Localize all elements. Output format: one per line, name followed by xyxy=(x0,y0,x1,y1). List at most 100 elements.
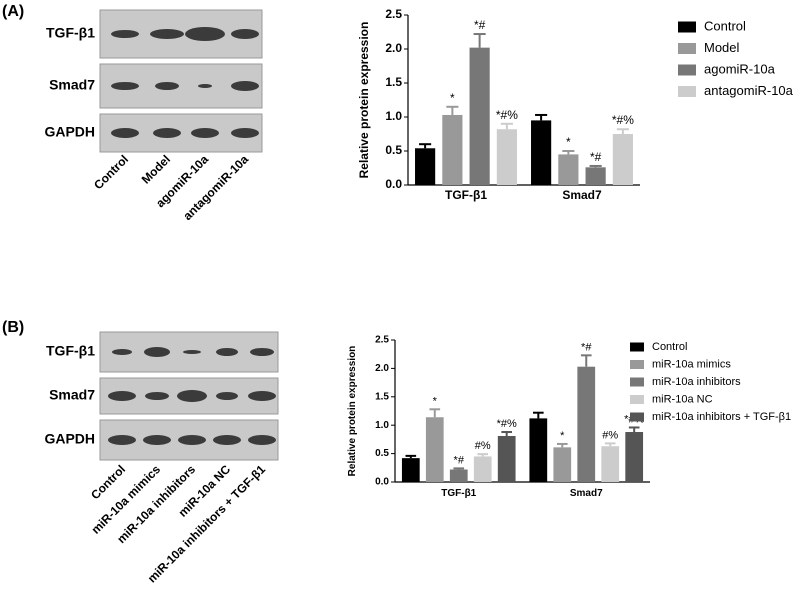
y-tick-label: 1.5 xyxy=(375,391,389,402)
blot-band xyxy=(185,27,225,41)
legend-label: Model xyxy=(704,40,740,55)
y-tick-label: 0.0 xyxy=(385,177,402,191)
blot-row-label: TGF-β1 xyxy=(46,25,95,41)
significance-label: * xyxy=(450,91,455,105)
bar xyxy=(442,114,463,185)
x-tick-label: TGF-β1 xyxy=(441,488,476,499)
bar xyxy=(497,435,516,482)
lane-label: Model xyxy=(139,152,173,186)
blot-row-label: TGF-β1 xyxy=(46,343,95,359)
blot-row-label: Smad7 xyxy=(49,387,95,403)
panel-label: (A) xyxy=(2,3,24,20)
blot-band xyxy=(111,30,139,38)
blot-band xyxy=(145,392,169,400)
y-tick-label: 2.5 xyxy=(385,7,402,21)
blot-band xyxy=(143,435,171,445)
legend-label: antagomiR-10a xyxy=(704,83,794,98)
error-bar xyxy=(556,442,568,448)
error-bar xyxy=(562,150,575,155)
significance-label: *#% xyxy=(612,113,634,127)
blot-band xyxy=(231,128,259,138)
legend-label: miR-10a NC xyxy=(652,393,713,405)
blot-band xyxy=(111,128,139,138)
significance-label: *#% xyxy=(497,418,517,430)
legend-label: miR-10a inhibitors + TGF-β1 xyxy=(652,411,791,423)
y-tick-label: 2.0 xyxy=(375,363,389,374)
blot-band xyxy=(155,82,179,90)
bar xyxy=(449,469,468,482)
error-bar xyxy=(453,467,465,470)
y-tick-label: 1.5 xyxy=(385,75,402,89)
legend-swatch xyxy=(630,412,644,422)
bar xyxy=(473,456,492,482)
lane-label: Control xyxy=(91,152,131,192)
error-bar xyxy=(405,454,417,459)
blot-band xyxy=(198,84,212,88)
error-bar xyxy=(616,128,629,134)
blot-band xyxy=(108,435,136,445)
bar xyxy=(425,417,444,482)
significance-label: *#% xyxy=(496,108,518,122)
error-bar xyxy=(477,453,489,457)
legend-swatch xyxy=(678,43,696,54)
legend-swatch xyxy=(678,21,696,33)
error-bar xyxy=(473,33,486,48)
error-bar xyxy=(628,426,640,433)
blot-band xyxy=(216,392,238,400)
error-bar xyxy=(589,164,602,168)
significance-label: *# xyxy=(474,18,486,32)
x-tick-label: TGF-β1 xyxy=(445,188,487,202)
significance-label: #% xyxy=(602,429,618,441)
bar xyxy=(577,366,596,482)
legend-swatch xyxy=(678,86,696,97)
y-tick-label: 2.5 xyxy=(375,335,389,346)
error-bar xyxy=(604,442,616,447)
bar xyxy=(415,148,436,185)
blot-band xyxy=(177,390,207,402)
significance-label: *# xyxy=(454,454,465,466)
legend-swatch xyxy=(630,395,644,404)
bar xyxy=(553,447,572,482)
error-bar xyxy=(580,354,592,367)
y-tick-label: 1.0 xyxy=(385,109,402,123)
blot-band xyxy=(112,349,132,355)
blot-band xyxy=(248,391,276,401)
blot-row-label: GAPDH xyxy=(44,124,95,140)
blot-band xyxy=(248,435,276,445)
blot-band xyxy=(231,81,259,91)
significance-label: #% xyxy=(475,440,491,452)
significance-label: * xyxy=(560,430,565,442)
x-tick-label: Smad7 xyxy=(562,188,602,202)
legend-swatch xyxy=(630,377,644,387)
error-bar xyxy=(535,113,548,121)
bar xyxy=(601,446,620,482)
legend-label: Control xyxy=(704,18,746,33)
bar xyxy=(585,167,606,185)
bar xyxy=(612,134,633,185)
y-tick-label: 2.0 xyxy=(385,41,402,55)
blot-band xyxy=(191,128,219,138)
blot-band xyxy=(231,29,259,39)
error-bar xyxy=(419,143,432,149)
blot-band xyxy=(216,348,238,356)
x-tick-label: Smad7 xyxy=(570,488,603,499)
significance-label: * xyxy=(566,135,571,149)
blot-band xyxy=(144,347,170,357)
bar xyxy=(531,120,552,185)
error-bar xyxy=(500,122,513,130)
legend-label: miR-10a inhibitors xyxy=(652,376,741,388)
blot-row-label: GAPDH xyxy=(44,431,95,447)
y-axis-label: Relative protein expression xyxy=(357,22,371,179)
blot-band xyxy=(153,128,181,138)
significance-label: *# xyxy=(581,341,592,353)
legend-swatch xyxy=(630,360,644,369)
error-bar xyxy=(429,408,441,418)
legend-label: Control xyxy=(652,341,687,353)
bar xyxy=(529,418,548,482)
bar xyxy=(401,458,420,482)
y-tick-label: 0.5 xyxy=(375,448,389,459)
blot-band xyxy=(213,435,241,445)
bar xyxy=(469,47,490,185)
bar xyxy=(625,432,644,482)
